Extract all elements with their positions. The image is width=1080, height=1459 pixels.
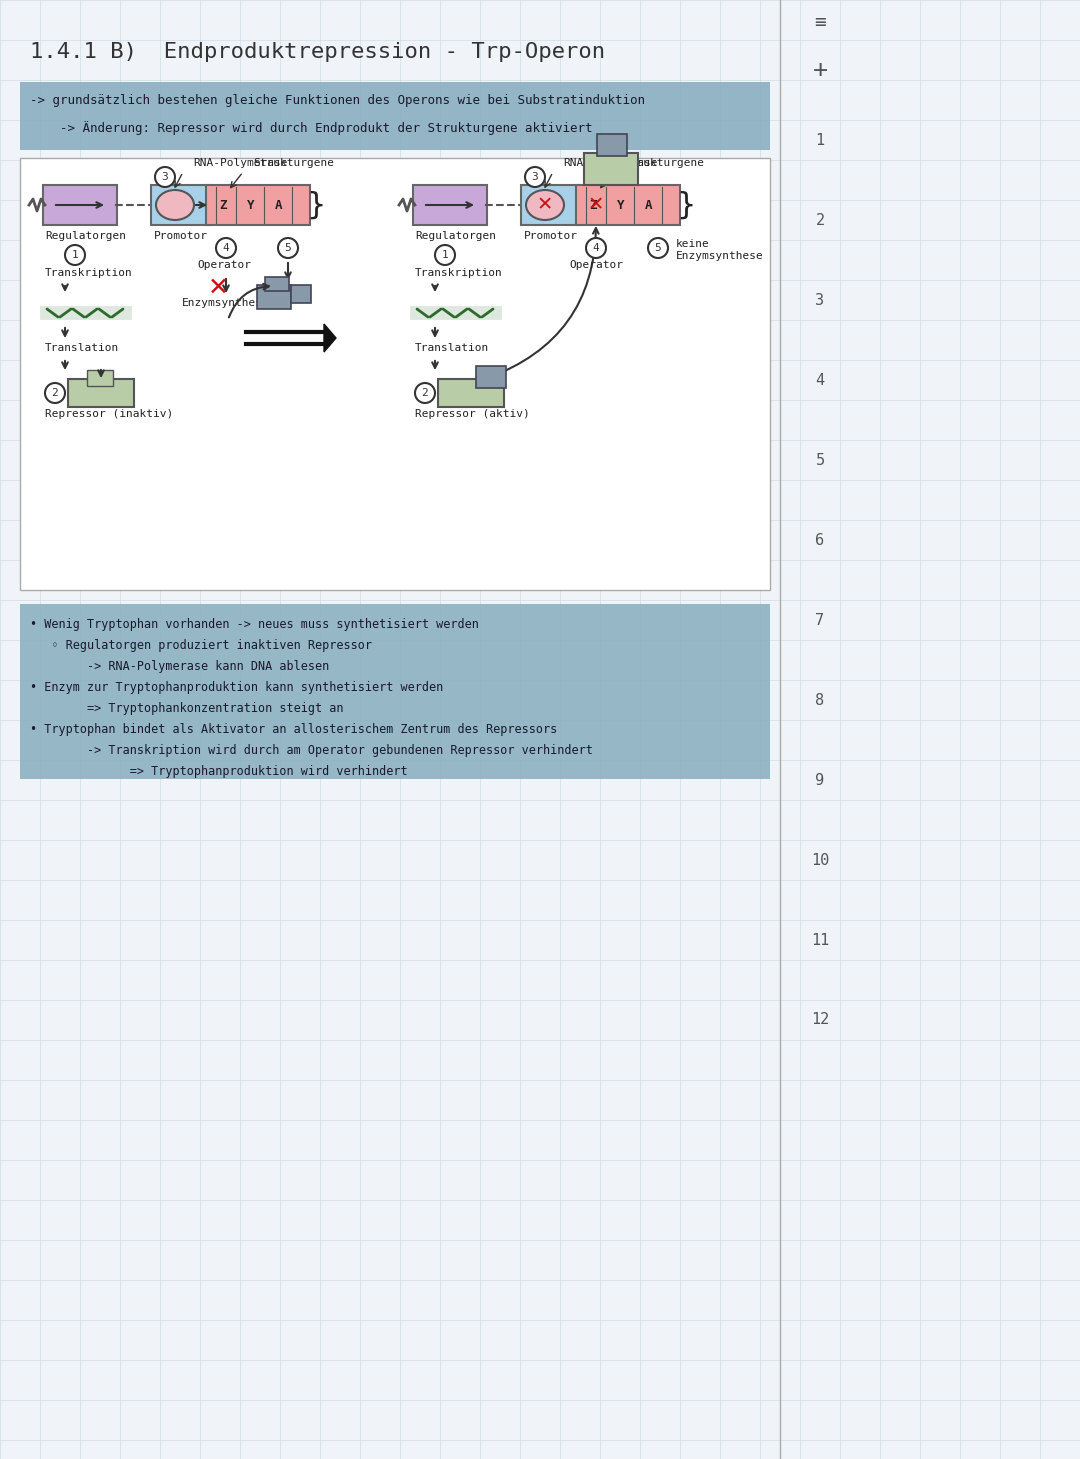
Text: RNA-Polymerase: RNA-Polymerase [193,158,287,168]
Text: +: + [812,58,827,82]
FancyBboxPatch shape [413,185,487,225]
Text: A: A [275,198,283,212]
FancyBboxPatch shape [206,185,310,225]
FancyBboxPatch shape [438,379,504,407]
Circle shape [415,384,435,403]
Text: Strukturgene: Strukturgene [253,158,334,168]
Text: 3: 3 [162,172,168,182]
Text: • Enzym zur Tryptophanproduktion kann synthetisiert werden: • Enzym zur Tryptophanproduktion kann sy… [30,681,443,694]
Text: Operator: Operator [197,260,251,270]
Text: -> Transkription wird durch am Operator gebundenen Repressor verhindert: -> Transkription wird durch am Operator … [30,744,593,757]
FancyBboxPatch shape [21,604,770,779]
FancyBboxPatch shape [21,82,770,150]
Text: 1.4.1 B)  Endproduktrepression - Trp-Operon: 1.4.1 B) Endproduktrepression - Trp-Oper… [30,42,605,61]
Text: • Wenig Tryptophan vorhanden -> neues muss synthetisiert werden: • Wenig Tryptophan vorhanden -> neues mu… [30,619,478,630]
Text: 5: 5 [285,244,292,252]
FancyBboxPatch shape [291,285,311,303]
Circle shape [586,238,606,258]
Text: -> grundsätzlich bestehen gleiche Funktionen des Operons wie bei Substratindukti: -> grundsätzlich bestehen gleiche Funkti… [30,93,645,107]
FancyBboxPatch shape [43,185,117,225]
Circle shape [525,166,545,187]
Text: keine
Enzymsynthese: keine Enzymsynthese [676,239,764,261]
Text: Promotor: Promotor [153,231,207,241]
Text: 2: 2 [421,388,429,398]
Text: 2: 2 [815,213,824,228]
Text: 9: 9 [815,772,824,788]
Text: ≡: ≡ [814,13,826,32]
Text: • Tryptophan bindet als Aktivator an allosterischem Zentrum des Repressors: • Tryptophan bindet als Aktivator an all… [30,724,557,735]
Text: ✕: ✕ [588,196,604,214]
Text: 4: 4 [593,244,599,252]
Text: -> RNA-Polymerase kann DNA ablesen: -> RNA-Polymerase kann DNA ablesen [30,659,329,673]
Text: Repressor (inaktiv): Repressor (inaktiv) [45,409,173,419]
Text: Repressor (aktiv): Repressor (aktiv) [415,409,530,419]
FancyBboxPatch shape [476,366,507,388]
Text: 2: 2 [52,388,58,398]
FancyBboxPatch shape [265,277,289,290]
Text: 6: 6 [815,533,824,547]
Text: Translation: Translation [45,343,119,353]
Circle shape [435,245,455,266]
Text: Y: Y [618,198,624,212]
Text: => Tryptophanproduktion wird verhindert: => Tryptophanproduktion wird verhindert [30,765,407,778]
Text: 4: 4 [222,244,229,252]
Text: ✕: ✕ [207,276,229,301]
Text: 3: 3 [531,172,538,182]
Text: Y: Y [247,198,255,212]
Text: Transkription: Transkription [415,268,503,279]
FancyBboxPatch shape [576,185,680,225]
FancyBboxPatch shape [597,134,627,156]
Text: RNA-Polymerase: RNA-Polymerase [563,158,658,168]
FancyBboxPatch shape [151,185,210,225]
Polygon shape [324,324,336,352]
Text: 8: 8 [815,693,824,708]
Text: Transkription: Transkription [45,268,133,279]
Text: 5: 5 [815,452,824,467]
Circle shape [648,238,669,258]
Text: 1: 1 [815,133,824,147]
Text: -> Änderung: Repressor wird durch Endprodukt der Strukturgene aktiviert: -> Änderung: Repressor wird durch Endpro… [30,121,593,136]
Text: }: } [676,191,696,219]
Text: 11: 11 [811,932,829,947]
Text: Operator: Operator [569,260,623,270]
Text: 7: 7 [815,613,824,627]
Ellipse shape [526,190,564,220]
FancyBboxPatch shape [21,158,770,589]
FancyBboxPatch shape [68,379,134,407]
Text: 1: 1 [71,249,79,260]
Text: Translation: Translation [415,343,489,353]
Text: Promotor: Promotor [524,231,578,241]
Text: Regulatorgen: Regulatorgen [415,231,496,241]
Text: => Tryptophankonzentration steigt an: => Tryptophankonzentration steigt an [30,702,343,715]
FancyBboxPatch shape [521,185,580,225]
Text: A: A [645,198,652,212]
FancyBboxPatch shape [87,371,113,387]
Text: 12: 12 [811,1013,829,1027]
Text: 4: 4 [815,372,824,388]
Circle shape [45,384,65,403]
Circle shape [216,238,237,258]
FancyBboxPatch shape [584,153,638,185]
Text: ✕: ✕ [537,196,553,214]
Text: Strukturgene: Strukturgene [623,158,704,168]
Text: Regulatorgen: Regulatorgen [45,231,126,241]
Circle shape [65,245,85,266]
Text: 3: 3 [815,292,824,308]
Circle shape [278,238,298,258]
Text: Z: Z [590,198,597,212]
Text: 1: 1 [442,249,448,260]
Ellipse shape [156,190,194,220]
FancyBboxPatch shape [257,285,291,309]
Text: 10: 10 [811,852,829,868]
Text: Z: Z [219,198,227,212]
Text: }: } [306,191,325,219]
Text: ◦ Regulatorgen produziert inaktiven Repressor: ◦ Regulatorgen produziert inaktiven Repr… [30,639,372,652]
Text: Enzymsynthese: Enzymsynthese [183,298,270,308]
Circle shape [156,166,175,187]
Text: 5: 5 [654,244,661,252]
